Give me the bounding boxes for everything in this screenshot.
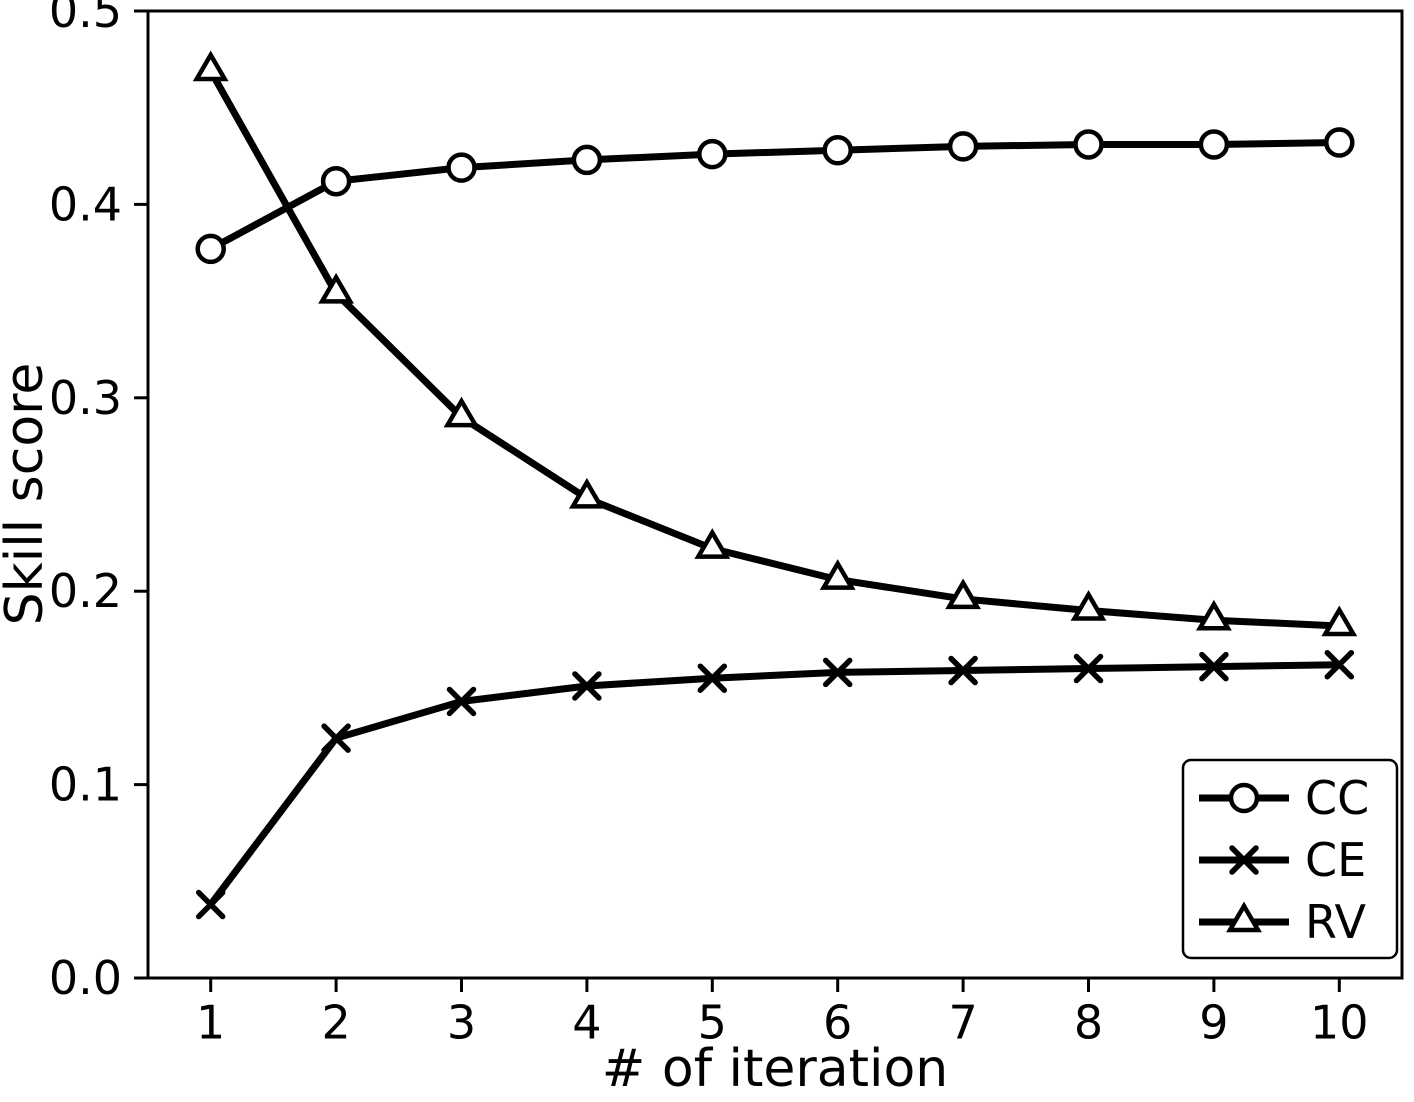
plot-border (146, 9, 1404, 980)
circle-marker-icon (697, 138, 728, 170)
x-marker-icon (1229, 845, 1259, 875)
series-line-rv (207, 69, 1340, 630)
y-axis-label: Skill score (0, 363, 55, 626)
circle-marker-icon (571, 144, 603, 176)
x-marker-icon (446, 686, 477, 717)
series-line-cc (209, 139, 1340, 252)
x-marker-icon (572, 671, 602, 701)
x-marker-icon (822, 657, 853, 688)
x-tick-label: 2 (321, 995, 350, 1049)
x-tick-label: 9 (1199, 995, 1228, 1049)
y-tick-label: 0.1 (49, 758, 122, 812)
x-tick-label: 10 (1310, 995, 1369, 1049)
x-marker-icon (321, 723, 351, 753)
triangle-marker-icon (318, 272, 355, 304)
triangle-marker-icon (1321, 605, 1358, 637)
x-tick-label: 4 (572, 995, 601, 1049)
triangle-marker-icon (1195, 599, 1232, 631)
x-tick-label: 3 (447, 995, 476, 1049)
x-marker-icon (1324, 649, 1355, 680)
x-tick-label: 6 (823, 995, 852, 1049)
legend-label-ce: CE (1305, 833, 1366, 887)
y-tick-label: 0.2 (49, 564, 122, 618)
circle-marker-icon (446, 152, 477, 183)
plot-area: 1 2 3 4 5 6 7 8 9 10 0.0 0.1 0.2 0.3 0.4 0.5 CC CE RV (49, 0, 1404, 1049)
x-tick-label: 1 (196, 995, 225, 1049)
circle-marker-icon (1073, 129, 1104, 160)
x-tick-label: 7 (948, 995, 977, 1049)
circle-marker-icon (320, 165, 352, 197)
legend-label-cc: CC (1305, 771, 1369, 825)
x-marker-icon (697, 663, 728, 693)
x-tick-label: 8 (1074, 995, 1103, 1049)
y-tick-label: 0.5 (49, 0, 122, 38)
circle-marker-icon (1198, 129, 1230, 160)
circle-marker-icon (1228, 782, 1260, 814)
triangle-marker-icon (1070, 590, 1107, 621)
triangle-marker-icon (945, 578, 982, 610)
circle-marker-icon (195, 233, 226, 265)
triangle-marker-icon (694, 528, 731, 559)
circle-marker-icon (1324, 127, 1355, 158)
y-tick-label: 0.4 (49, 177, 122, 231)
series-line-ce (207, 661, 1340, 907)
y-tick-label: 0.3 (49, 371, 122, 425)
triangle-marker-icon (1226, 901, 1262, 933)
triangle-marker-icon (443, 396, 480, 428)
circle-marker-icon (822, 134, 853, 166)
x-marker-icon (1073, 653, 1104, 684)
triangle-marker-icon (192, 50, 229, 82)
y-tick-label: 0.0 (49, 951, 122, 1005)
x-marker-icon (948, 655, 978, 686)
x-marker-icon (1199, 651, 1229, 682)
circle-marker-icon (947, 131, 979, 162)
triangle-marker-icon (819, 559, 856, 590)
x-axis-label: # of iteration (602, 1039, 948, 1099)
x-marker-icon (195, 889, 226, 920)
triangle-marker-icon (568, 477, 605, 509)
legend-label-rv: RV (1305, 895, 1366, 949)
x-tick-label: 5 (698, 995, 727, 1049)
